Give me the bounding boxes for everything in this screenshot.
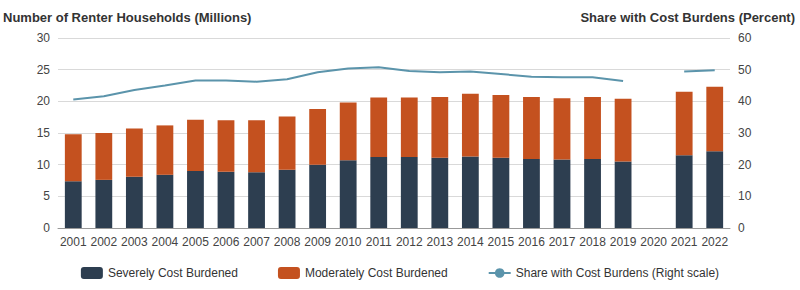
svg-text:Share with Cost Burdens (Perce: Share with Cost Burdens (Percent) — [580, 10, 795, 25]
svg-text:2012: 2012 — [396, 235, 423, 249]
svg-text:20: 20 — [37, 94, 51, 108]
svg-text:Moderately Cost Burdened: Moderately Cost Burdened — [305, 266, 448, 280]
svg-text:2015: 2015 — [488, 235, 515, 249]
svg-text:50: 50 — [738, 63, 752, 77]
svg-text:2021: 2021 — [671, 235, 698, 249]
svg-text:0: 0 — [43, 221, 50, 235]
svg-text:30: 30 — [738, 126, 752, 140]
svg-text:2008: 2008 — [274, 235, 301, 249]
svg-text:30: 30 — [37, 31, 51, 45]
svg-text:2004: 2004 — [152, 235, 179, 249]
svg-text:2016: 2016 — [518, 235, 545, 249]
svg-text:2001: 2001 — [60, 235, 87, 249]
svg-text:0: 0 — [738, 221, 745, 235]
svg-text:2011: 2011 — [366, 235, 392, 249]
svg-text:2019: 2019 — [610, 235, 637, 249]
svg-text:2002: 2002 — [90, 235, 117, 249]
svg-text:2010: 2010 — [335, 235, 362, 249]
svg-text:10: 10 — [738, 189, 752, 203]
svg-text:2003: 2003 — [121, 235, 148, 249]
svg-text:20: 20 — [738, 158, 752, 172]
svg-text:2022: 2022 — [701, 235, 728, 249]
svg-text:2014: 2014 — [457, 235, 484, 249]
svg-text:2017: 2017 — [549, 235, 576, 249]
svg-text:2018: 2018 — [579, 235, 606, 249]
svg-text:5: 5 — [43, 189, 50, 203]
svg-text:2009: 2009 — [304, 235, 331, 249]
svg-text:25: 25 — [37, 63, 51, 77]
svg-text:2006: 2006 — [213, 235, 240, 249]
svg-text:60: 60 — [738, 31, 752, 45]
svg-text:15: 15 — [37, 126, 51, 140]
svg-text:10: 10 — [37, 158, 51, 172]
svg-text:2007: 2007 — [243, 235, 270, 249]
svg-text:Share with Cost Burdens (Right: Share with Cost Burdens (Right scale) — [516, 266, 719, 280]
svg-text:Severely Cost Burdened: Severely Cost Burdened — [108, 266, 238, 280]
svg-text:2013: 2013 — [426, 235, 453, 249]
svg-text:2005: 2005 — [182, 235, 209, 249]
svg-text:Number of Renter Households (M: Number of Renter Households (Millions) — [3, 10, 251, 25]
svg-text:2020: 2020 — [640, 235, 667, 249]
svg-text:40: 40 — [738, 94, 752, 108]
